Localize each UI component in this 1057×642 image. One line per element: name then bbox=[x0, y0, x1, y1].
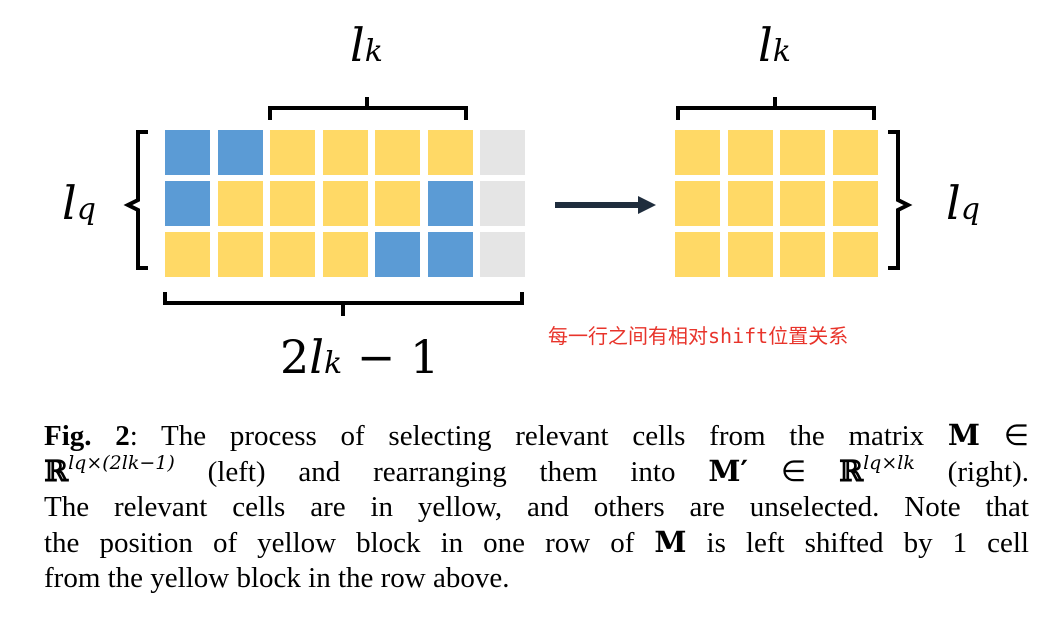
left-matrix-cell-r1-c3-yellow bbox=[270, 130, 315, 175]
left-side-brace bbox=[123, 130, 148, 270]
left-matrix-cell-r1-c4-yellow bbox=[322, 130, 368, 175]
left-side-label: lq bbox=[62, 176, 96, 230]
caption-line-5: from the yellow block in the row above. bbox=[44, 562, 510, 594]
annotation-text: 每一行之间有相对shift位置关系 bbox=[548, 324, 849, 348]
left-bottom-brace bbox=[163, 292, 524, 316]
caption-line-4: the position of yellow block in one row … bbox=[44, 525, 1029, 559]
fig-label: Fig. 2 bbox=[44, 420, 130, 452]
arrow-head bbox=[638, 196, 656, 214]
caption-line-2: ℝlq×(2lk−1) (left) and rearranging them … bbox=[44, 452, 1030, 489]
left-matrix-cell-r1-c5-yellow bbox=[375, 130, 420, 175]
left-matrix-cell-r2-c3-yellow bbox=[270, 181, 315, 226]
right-matrix-cell-r3-c2-yellow bbox=[727, 232, 773, 277]
left-matrix-cell-r1-c1-blue bbox=[165, 130, 210, 175]
left-matrix-cell-r2-c5-yellow bbox=[375, 181, 420, 226]
right-matrix-cell-r1-c3-yellow bbox=[780, 130, 825, 175]
left-matrix-cell-r1-c2-blue bbox=[217, 130, 263, 175]
left-matrix-cell-r3-c7-gray bbox=[480, 232, 525, 277]
right-matrix-cell-r3-c4-yellow bbox=[832, 232, 878, 277]
right-matrix-cell-r2-c4-yellow bbox=[832, 181, 878, 226]
left-bottom-label: 2lk − 1 bbox=[280, 330, 440, 384]
left-matrix-cell-r3-c6-blue bbox=[427, 232, 473, 277]
left-top-label: lk bbox=[350, 18, 383, 72]
left-matrix-cell-r3-c2-yellow bbox=[217, 232, 263, 277]
right-matrix-cell-r1-c1-yellow bbox=[675, 130, 720, 175]
left-matrix-cell-r3-c5-blue bbox=[375, 232, 420, 277]
right-matrix-cell-r3-c1-yellow bbox=[675, 232, 720, 277]
left-matrix-cell-r2-c2-yellow bbox=[217, 181, 263, 226]
left-matrix-cell-r2-c4-yellow bbox=[322, 181, 368, 226]
left-matrix-cell-r3-c4-yellow bbox=[322, 232, 368, 277]
right-side-label: lq bbox=[946, 176, 980, 230]
right-matrix-cell-r3-c3-yellow bbox=[780, 232, 825, 277]
right-top-brace bbox=[676, 97, 876, 120]
left-matrix-cell-r3-c3-yellow bbox=[270, 232, 315, 277]
right-matrix-cell-r2-c3-yellow bbox=[780, 181, 825, 226]
right-matrix-cell-r2-c1-yellow bbox=[675, 181, 720, 226]
left-matrix-cell-r2-c6-blue bbox=[427, 181, 473, 226]
figure-caption: Fig. 2: The process of selecting relevan… bbox=[44, 418, 1029, 596]
figure-braces bbox=[123, 97, 913, 316]
left-top-brace bbox=[268, 97, 468, 120]
left-matrix-cell-r3-c1-yellow bbox=[165, 232, 210, 277]
right-matrix-cell-r1-c2-yellow bbox=[727, 130, 773, 175]
left-matrix-cell-r1-c7-gray bbox=[480, 130, 525, 175]
right-top-label: lk bbox=[758, 18, 791, 72]
left-matrix-cell-r2-c7-gray bbox=[480, 181, 525, 226]
figure: lk lk lq lq 2lk − 1 每一行之间有相对shift位置关系 bbox=[62, 18, 980, 384]
caption-line-1: Fig. 2: The process of selecting relevan… bbox=[44, 418, 1029, 452]
right-side-brace bbox=[888, 130, 913, 270]
caption-line-3: The relevant cells are in yellow, and ot… bbox=[44, 491, 1029, 523]
left-matrix-cell-r2-c1-blue bbox=[165, 181, 210, 226]
left-matrix-cell-r1-c6-yellow bbox=[427, 130, 473, 175]
right-matrix-cell-r1-c4-yellow bbox=[832, 130, 878, 175]
right-matrix-cell-r2-c2-yellow bbox=[727, 181, 773, 226]
